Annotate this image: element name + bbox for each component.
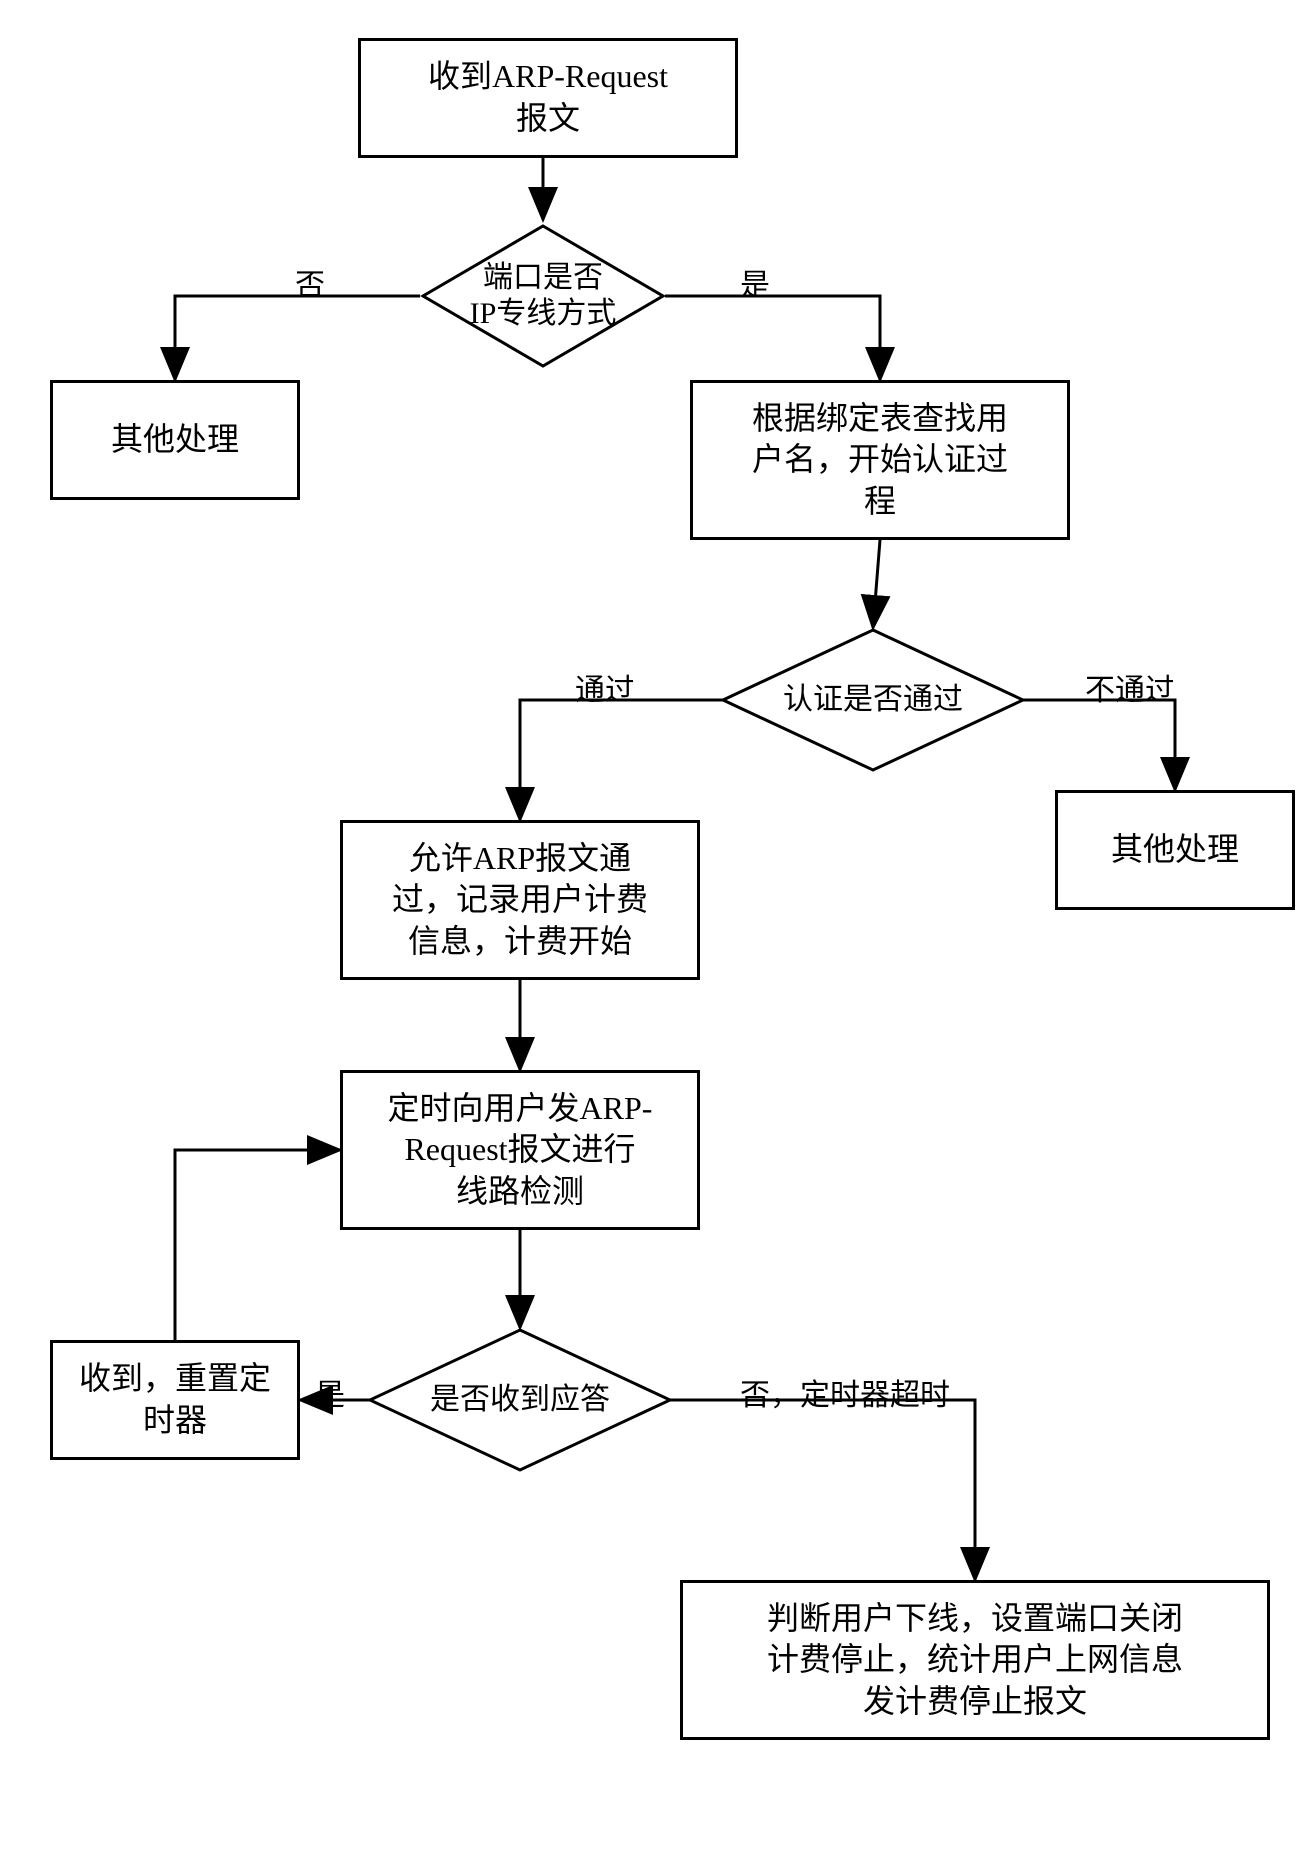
flow-edge-label: 否 (295, 260, 325, 304)
flow-node-text: 收到，重置定时器 (79, 1358, 271, 1441)
flow-edge-d2-n5 (520, 700, 725, 820)
flow-node-n2: 其他处理 (50, 380, 300, 500)
flow-edge-label: 否，定时器超时 (740, 1370, 950, 1414)
flow-node-n1: 收到ARP-Request报文 (358, 38, 738, 158)
flow-node-n7: 收到，重置定时器 (50, 1340, 300, 1460)
flow-diamond-text-d1: 端口是否IP专线方式 (423, 226, 663, 366)
flow-edge-label: 是 (315, 1370, 345, 1414)
flow-node-text: 其他处理 (1111, 829, 1239, 871)
flow-node-n3: 根据绑定表查找用户名，开始认证过程 (690, 380, 1070, 540)
flow-node-text: 收到ARP-Request报文 (428, 56, 668, 139)
flow-edge-d2-n4 (1020, 700, 1175, 790)
flow-edge-label: 通过 (575, 665, 635, 709)
flow-diamond-text-d3: 是否收到应答 (370, 1330, 670, 1470)
flow-node-n6: 定时向用户发ARP-Request报文进行线路检测 (340, 1070, 700, 1230)
flow-edge-label: 不通过 (1085, 665, 1175, 709)
flow-node-text: 允许ARP报文通过，记录用户计费信息，计费开始 (392, 838, 648, 963)
flow-edge-n3-d2 (873, 540, 880, 628)
flow-edge-label: 是 (740, 260, 770, 304)
flow-node-n4: 其他处理 (1055, 790, 1295, 910)
flow-diamond-text-d2: 认证是否通过 (723, 630, 1023, 770)
flow-edge-d1-n3 (665, 296, 880, 380)
flow-node-n5: 允许ARP报文通过，记录用户计费信息，计费开始 (340, 820, 700, 980)
flow-node-text: 定时向用户发ARP-Request报文进行线路检测 (388, 1088, 653, 1213)
flow-edge-d3-n8 (670, 1400, 975, 1580)
flow-edge-n7-n6 (175, 1150, 340, 1340)
flow-edge-d1-n2 (175, 296, 420, 380)
flow-node-text: 其他处理 (111, 419, 239, 461)
flow-node-n8: 判断用户下线，设置端口关闭计费停止，统计用户上网信息发计费停止报文 (680, 1580, 1270, 1740)
flow-node-text: 判断用户下线，设置端口关闭计费停止，统计用户上网信息发计费停止报文 (767, 1598, 1183, 1723)
flow-node-text: 根据绑定表查找用户名，开始认证过程 (752, 398, 1008, 523)
